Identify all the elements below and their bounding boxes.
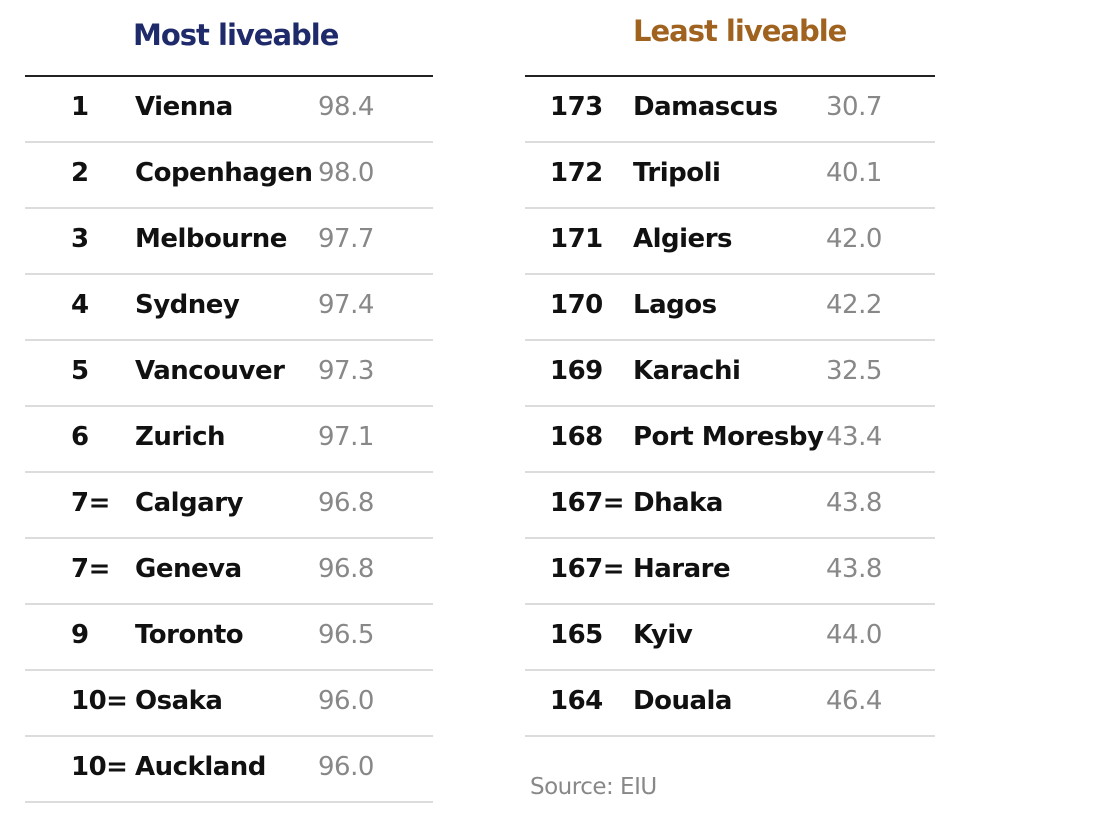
score-cell: 44.0 bbox=[826, 620, 882, 650]
city-cell: Algiers bbox=[633, 224, 733, 254]
city-cell: Harare bbox=[633, 554, 731, 584]
score-cell: 43.4 bbox=[826, 422, 882, 452]
table-row: 172 Tripoli 40.1 bbox=[525, 143, 935, 209]
table-row: 10= Osaka 96.0 bbox=[25, 671, 433, 737]
rank-cell: 171 bbox=[550, 224, 603, 254]
table-row: 7= Calgary 96.8 bbox=[25, 473, 433, 539]
score-cell: 97.7 bbox=[318, 224, 374, 254]
table-row: 167= Dhaka 43.8 bbox=[525, 473, 935, 539]
table-row: 4 Sydney 97.4 bbox=[25, 275, 433, 341]
rank-cell: 4 bbox=[71, 290, 89, 320]
rank-cell: 172 bbox=[550, 158, 603, 188]
table-row: 171 Algiers 42.0 bbox=[525, 209, 935, 275]
score-cell: 98.0 bbox=[318, 158, 374, 188]
least-liveable-title: Least liveable bbox=[633, 14, 847, 48]
table-row: 5 Vancouver 97.3 bbox=[25, 341, 433, 407]
rank-cell: 7= bbox=[71, 488, 110, 518]
rank-cell: 169 bbox=[550, 356, 603, 386]
score-cell: 96.0 bbox=[318, 686, 374, 716]
table-row: 164 Douala 46.4 bbox=[525, 671, 935, 737]
city-cell: Tripoli bbox=[633, 158, 721, 188]
least-liveable-table: 173 Damascus 30.7 172 Tripoli 40.1 171 Algiers 4… bbox=[525, 75, 935, 737]
table-row: 1 Vienna 98.4 bbox=[25, 77, 433, 143]
city-cell: Kyiv bbox=[633, 620, 693, 650]
table-row: 169 Karachi 32.5 bbox=[525, 341, 935, 407]
table-row: 3 Melbourne 97.7 bbox=[25, 209, 433, 275]
score-cell: 30.7 bbox=[826, 92, 882, 122]
city-cell: Sydney bbox=[135, 290, 240, 320]
city-cell: Douala bbox=[633, 686, 732, 716]
city-cell: Vienna bbox=[135, 92, 233, 122]
score-cell: 42.0 bbox=[826, 224, 882, 254]
rank-cell: 167= bbox=[550, 488, 625, 518]
table-row: 7= Geneva 96.8 bbox=[25, 539, 433, 605]
city-cell: Toronto bbox=[135, 620, 244, 650]
score-cell: 32.5 bbox=[826, 356, 882, 386]
city-cell: Melbourne bbox=[135, 224, 287, 254]
source-note: Source: EIU bbox=[530, 774, 657, 800]
rank-cell: 164 bbox=[550, 686, 603, 716]
city-cell: Copenhagen bbox=[135, 158, 313, 188]
header-rule bbox=[525, 75, 935, 77]
rank-cell: 10= bbox=[71, 686, 128, 716]
score-cell: 42.2 bbox=[826, 290, 882, 320]
rank-cell: 168 bbox=[550, 422, 603, 452]
rank-cell: 173 bbox=[550, 92, 603, 122]
table-row: 173 Damascus 30.7 bbox=[525, 77, 935, 143]
table-row: 170 Lagos 42.2 bbox=[525, 275, 935, 341]
city-cell: Osaka bbox=[135, 686, 223, 716]
score-cell: 96.0 bbox=[318, 752, 374, 782]
table-row: 165 Kyiv 44.0 bbox=[525, 605, 935, 671]
city-cell: Zurich bbox=[135, 422, 226, 452]
score-cell: 96.8 bbox=[318, 488, 374, 518]
rank-cell: 165 bbox=[550, 620, 603, 650]
table-row: 168 Port Moresby 43.4 bbox=[525, 407, 935, 473]
city-cell: Auckland bbox=[135, 752, 266, 782]
score-cell: 97.4 bbox=[318, 290, 374, 320]
table-row: 6 Zurich 97.1 bbox=[25, 407, 433, 473]
rank-cell: 7= bbox=[71, 554, 110, 584]
city-cell: Calgary bbox=[135, 488, 243, 518]
rank-cell: 3 bbox=[71, 224, 89, 254]
city-cell: Lagos bbox=[633, 290, 717, 320]
score-cell: 97.3 bbox=[318, 356, 374, 386]
score-cell: 46.4 bbox=[826, 686, 882, 716]
table-row: 2 Copenhagen 98.0 bbox=[25, 143, 433, 209]
city-cell: Vancouver bbox=[135, 356, 285, 386]
rank-cell: 6 bbox=[71, 422, 89, 452]
score-cell: 96.8 bbox=[318, 554, 374, 584]
most-liveable-table: 1 Vienna 98.4 2 Copenhagen 98.0 3 Melbourne 97.7… bbox=[25, 75, 433, 803]
city-cell: Dhaka bbox=[633, 488, 723, 518]
header-rule bbox=[25, 75, 433, 77]
score-cell: 43.8 bbox=[826, 554, 882, 584]
score-cell: 97.1 bbox=[318, 422, 374, 452]
rank-cell: 2 bbox=[71, 158, 89, 188]
city-cell: Geneva bbox=[135, 554, 242, 584]
score-cell: 98.4 bbox=[318, 92, 374, 122]
rank-cell: 5 bbox=[71, 356, 89, 386]
table-row: 9 Toronto 96.5 bbox=[25, 605, 433, 671]
score-cell: 43.8 bbox=[826, 488, 882, 518]
most-liveable-title: Most liveable bbox=[133, 18, 339, 52]
rank-cell: 10= bbox=[71, 752, 128, 782]
score-cell: 96.5 bbox=[318, 620, 374, 650]
rank-cell: 167= bbox=[550, 554, 625, 584]
rank-cell: 170 bbox=[550, 290, 603, 320]
city-cell: Damascus bbox=[633, 92, 778, 122]
table-row: 10= Auckland 96.0 bbox=[25, 737, 433, 803]
rank-cell: 9 bbox=[71, 620, 89, 650]
city-cell: Port Moresby bbox=[633, 422, 824, 452]
city-cell: Karachi bbox=[633, 356, 741, 386]
table-row: 167= Harare 43.8 bbox=[525, 539, 935, 605]
score-cell: 40.1 bbox=[826, 158, 882, 188]
rank-cell: 1 bbox=[71, 92, 89, 122]
